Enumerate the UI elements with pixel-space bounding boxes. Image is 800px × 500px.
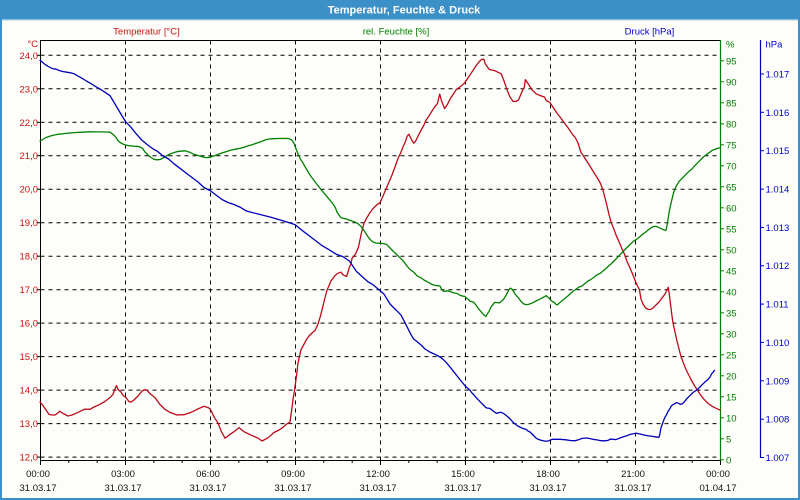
svg-text:65: 65 bbox=[726, 182, 737, 193]
svg-text:00:00: 00:00 bbox=[26, 469, 50, 480]
svg-text:16,0: 16,0 bbox=[20, 319, 39, 330]
svg-text:35: 35 bbox=[726, 308, 737, 319]
svg-text:10: 10 bbox=[726, 413, 737, 424]
svg-text:°C: °C bbox=[27, 39, 38, 50]
svg-text:03:00: 03:00 bbox=[111, 469, 135, 480]
svg-text:1.010: 1.010 bbox=[766, 338, 790, 349]
svg-text:31.03.17: 31.03.17 bbox=[190, 483, 227, 494]
svg-text:31.03.17: 31.03.17 bbox=[275, 483, 312, 494]
svg-text:40: 40 bbox=[726, 287, 737, 298]
svg-text:20,0: 20,0 bbox=[20, 185, 39, 196]
svg-text:31.03.17: 31.03.17 bbox=[530, 483, 567, 494]
svg-text:Temperatur, Feuchte & Druck: Temperatur, Feuchte & Druck bbox=[328, 5, 481, 17]
svg-text:14,0: 14,0 bbox=[20, 386, 39, 397]
svg-text:31.03.17: 31.03.17 bbox=[445, 483, 482, 494]
svg-text:15:00: 15:00 bbox=[451, 469, 475, 480]
svg-text:15,0: 15,0 bbox=[20, 352, 39, 363]
svg-text:01.04.17: 01.04.17 bbox=[700, 483, 737, 494]
svg-text:60: 60 bbox=[726, 203, 737, 214]
svg-text:19,0: 19,0 bbox=[20, 218, 39, 229]
svg-text:20: 20 bbox=[726, 371, 737, 382]
svg-text:80: 80 bbox=[726, 119, 737, 130]
svg-text:hPa: hPa bbox=[766, 40, 784, 51]
svg-text:31.03.17: 31.03.17 bbox=[105, 483, 142, 494]
svg-text:%: % bbox=[726, 40, 735, 51]
svg-text:18:00: 18:00 bbox=[536, 469, 560, 480]
svg-text:21,0: 21,0 bbox=[20, 151, 39, 162]
svg-text:45: 45 bbox=[726, 266, 737, 277]
svg-text:1.015: 1.015 bbox=[766, 146, 790, 157]
svg-text:21:00: 21:00 bbox=[621, 469, 645, 480]
svg-text:1.007: 1.007 bbox=[766, 453, 790, 464]
svg-text:31.03.17: 31.03.17 bbox=[360, 483, 397, 494]
svg-text:12,0: 12,0 bbox=[20, 453, 39, 464]
svg-text:12:00: 12:00 bbox=[366, 469, 390, 480]
svg-text:0: 0 bbox=[726, 455, 731, 466]
svg-text:22,0: 22,0 bbox=[20, 118, 39, 129]
svg-text:31.03.17: 31.03.17 bbox=[615, 483, 652, 494]
svg-text:75: 75 bbox=[726, 140, 737, 151]
svg-text:15: 15 bbox=[726, 392, 737, 403]
svg-text:09:00: 09:00 bbox=[281, 469, 305, 480]
svg-text:23,0: 23,0 bbox=[20, 84, 39, 95]
svg-text:30: 30 bbox=[726, 329, 737, 340]
svg-text:25: 25 bbox=[726, 350, 737, 361]
svg-text:1.017: 1.017 bbox=[766, 70, 790, 81]
svg-text:1.013: 1.013 bbox=[766, 223, 790, 234]
svg-text:Druck [hPa]: Druck [hPa] bbox=[625, 27, 675, 38]
svg-text:1.014: 1.014 bbox=[766, 185, 790, 196]
svg-text:1.011: 1.011 bbox=[766, 300, 789, 311]
svg-text:70: 70 bbox=[726, 161, 737, 172]
svg-text:90: 90 bbox=[726, 77, 737, 88]
svg-text:Temperatur [°C]: Temperatur [°C] bbox=[113, 27, 180, 38]
svg-text:18,0: 18,0 bbox=[20, 252, 39, 263]
svg-text:5: 5 bbox=[726, 434, 731, 445]
svg-text:24,0: 24,0 bbox=[20, 51, 39, 62]
svg-text:55: 55 bbox=[726, 224, 737, 235]
svg-text:06:00: 06:00 bbox=[196, 469, 220, 480]
svg-text:1.008: 1.008 bbox=[766, 415, 790, 426]
svg-text:85: 85 bbox=[726, 98, 737, 109]
svg-text:00:00: 00:00 bbox=[706, 469, 730, 480]
svg-text:1.016: 1.016 bbox=[766, 108, 790, 119]
svg-text:17,0: 17,0 bbox=[20, 285, 39, 296]
svg-text:31.03.17: 31.03.17 bbox=[20, 483, 57, 494]
svg-text:1.012: 1.012 bbox=[766, 261, 790, 272]
svg-text:95: 95 bbox=[726, 56, 737, 67]
svg-text:13,0: 13,0 bbox=[20, 419, 39, 430]
svg-text:50: 50 bbox=[726, 245, 737, 256]
svg-text:rel. Feuchte [%]: rel. Feuchte [%] bbox=[363, 27, 430, 38]
svg-text:1.009: 1.009 bbox=[766, 376, 790, 387]
